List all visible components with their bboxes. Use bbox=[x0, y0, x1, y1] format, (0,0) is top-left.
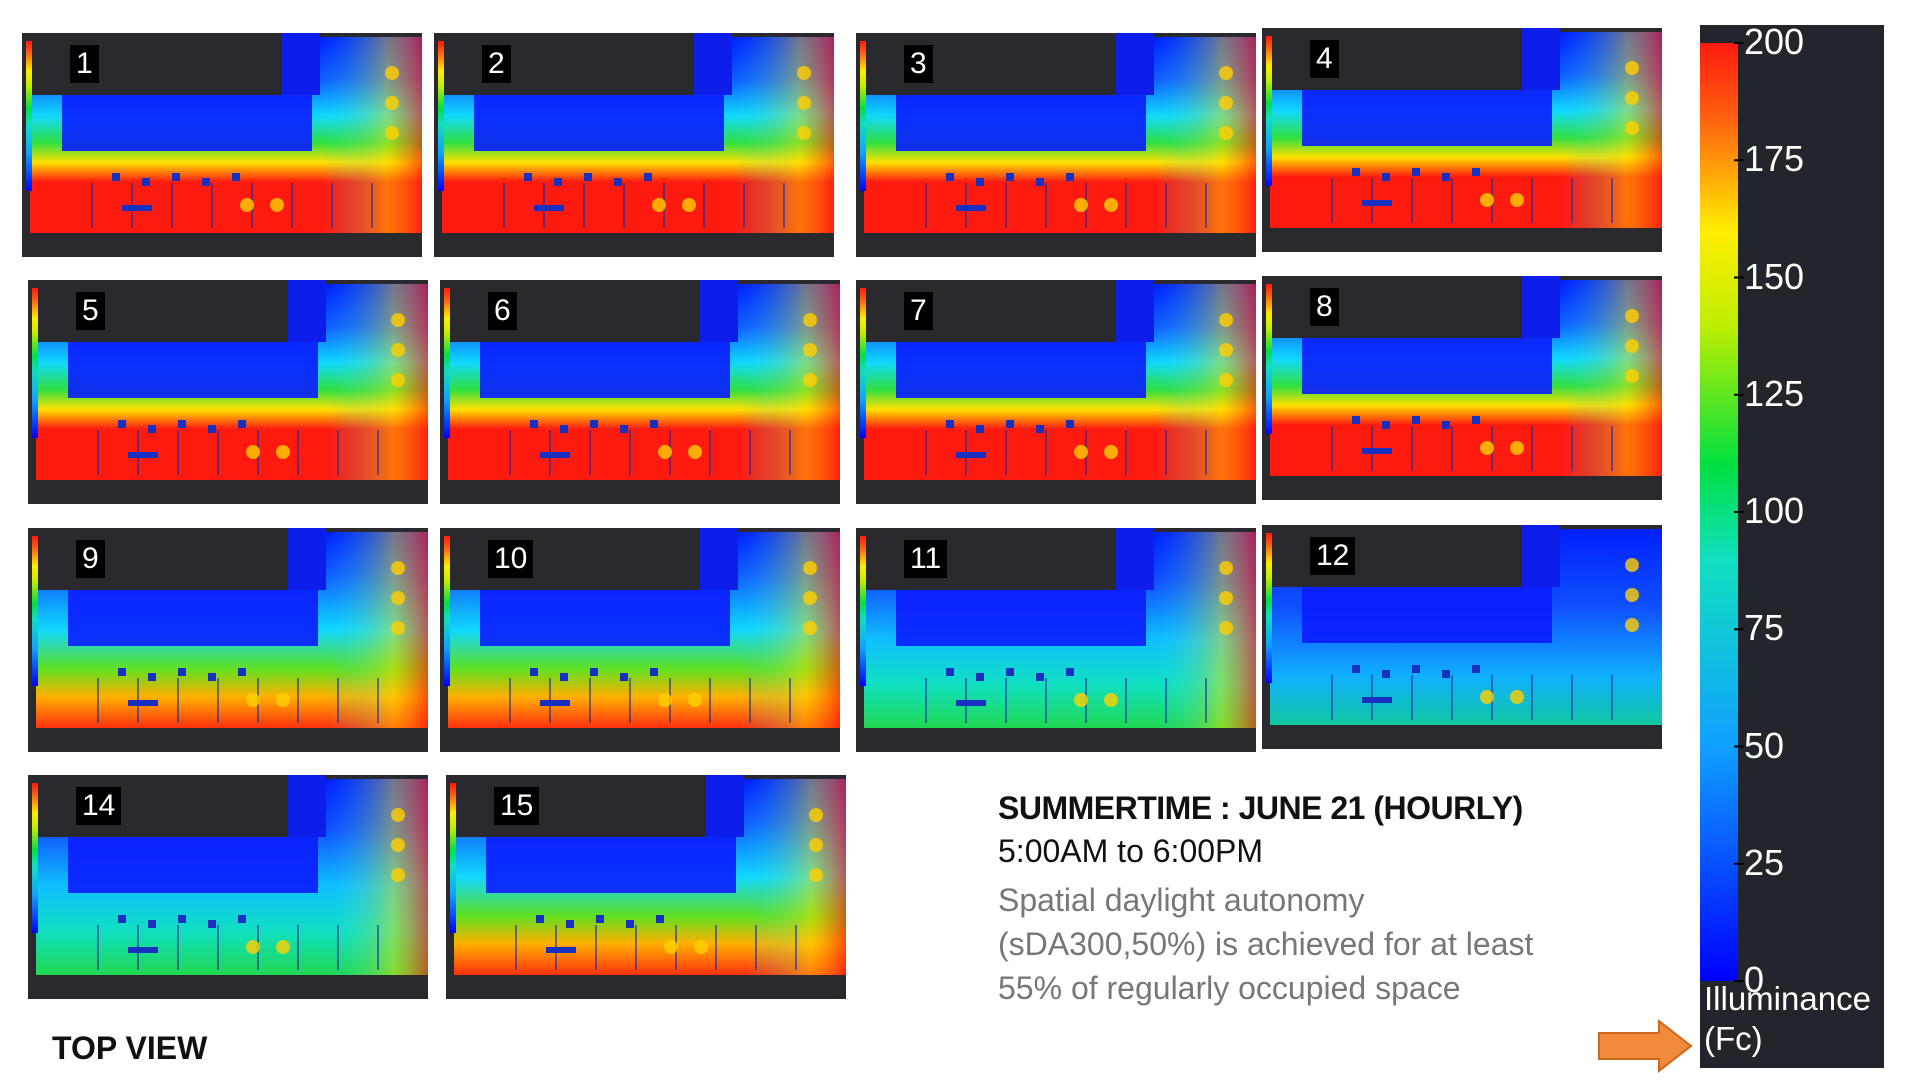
panel-number: 8 bbox=[1310, 288, 1339, 326]
legend-tick-label: 0 bbox=[1744, 959, 1765, 1000]
legend-tick-label: 125 bbox=[1744, 372, 1805, 414]
legend-tick-label: 25 bbox=[1744, 841, 1785, 883]
heatmap-panel: 11 bbox=[856, 528, 1256, 752]
caption-title: SUMMERTIME : JUNE 21 (HOURLY) bbox=[998, 790, 1523, 826]
floor-plan-heatmap bbox=[28, 280, 428, 504]
heatmap-panel: 6 bbox=[440, 280, 840, 504]
legend-unit: (Fc) bbox=[1704, 1020, 1763, 1057]
description-line: (sDA300,50%) is achieved for at least bbox=[998, 926, 1534, 962]
legend-tick-label: 150 bbox=[1744, 255, 1805, 297]
panel-number: 4 bbox=[1310, 40, 1339, 78]
panel-number: 6 bbox=[488, 292, 517, 330]
heatmap-panel: 2 bbox=[434, 33, 834, 257]
panel-number: 10 bbox=[488, 540, 534, 578]
legend-tick-label: 175 bbox=[1744, 138, 1805, 180]
heatmap-panel: 12 bbox=[1262, 525, 1662, 749]
heatmap-panel: 15 bbox=[446, 775, 846, 999]
panel-number: 11 bbox=[904, 540, 948, 578]
heatmap-panel: 9 bbox=[28, 528, 428, 752]
floor-plan-heatmap bbox=[22, 33, 422, 257]
view-label: TOP VIEW bbox=[52, 1030, 208, 1066]
legend-tick-label: 50 bbox=[1744, 724, 1785, 766]
panel-number: 2 bbox=[482, 45, 511, 83]
panel-number: 14 bbox=[76, 787, 122, 825]
caption: SUMMERTIME : JUNE 21 (HOURLY) 5:00AM to … bbox=[998, 790, 1618, 1010]
heatmap-panel: 14 bbox=[28, 775, 428, 999]
panel-number: 9 bbox=[76, 540, 105, 578]
heatmap-panel: 1 bbox=[22, 33, 422, 257]
heatmap-panel: 4 bbox=[1262, 28, 1662, 252]
legend-scale bbox=[1700, 42, 1744, 982]
caption-description: Spatial daylight autonomy (sDA300,50%) i… bbox=[998, 878, 1618, 1010]
legend-color-bar bbox=[1700, 43, 1738, 981]
heatmap-panel: 5 bbox=[28, 280, 428, 504]
floor-plan-heatmap bbox=[446, 775, 846, 999]
caption-subtitle: 5:00AM to 6:00PM bbox=[998, 833, 1264, 869]
heatmap-panel: 8 bbox=[1262, 276, 1662, 500]
panel-number: 3 bbox=[904, 45, 933, 83]
heatmap-panel: 3 bbox=[856, 33, 1256, 257]
floor-plan-heatmap bbox=[440, 280, 840, 504]
panel-number: 5 bbox=[76, 292, 105, 330]
description-line: Spatial daylight autonomy bbox=[998, 882, 1365, 918]
floor-plan-heatmap bbox=[28, 528, 428, 752]
floor-plan-heatmap bbox=[1262, 28, 1662, 252]
legend-tick-label: 100 bbox=[1744, 490, 1805, 531]
heatmap-panel: 10 bbox=[440, 528, 840, 752]
legend-tick-label: 200 bbox=[1744, 21, 1805, 62]
description-line: 55% of regularly occupied space bbox=[998, 970, 1461, 1006]
arrow-icon bbox=[1598, 1018, 1693, 1074]
heatmap-panel: 7 bbox=[856, 280, 1256, 504]
floor-plan-heatmap bbox=[440, 528, 840, 752]
legend-tick-label: 75 bbox=[1744, 607, 1785, 649]
panel-number: 1 bbox=[70, 45, 99, 83]
illuminance-legend: 200 175 150 125 100 75 50 25 0 Illuminance (Fc) bbox=[1700, 21, 1884, 1068]
panel-number: 7 bbox=[904, 292, 933, 330]
legend-title: Illuminance bbox=[1704, 980, 1871, 1017]
panel-number: 15 bbox=[494, 787, 540, 825]
panel-number: 12 bbox=[1310, 537, 1356, 575]
